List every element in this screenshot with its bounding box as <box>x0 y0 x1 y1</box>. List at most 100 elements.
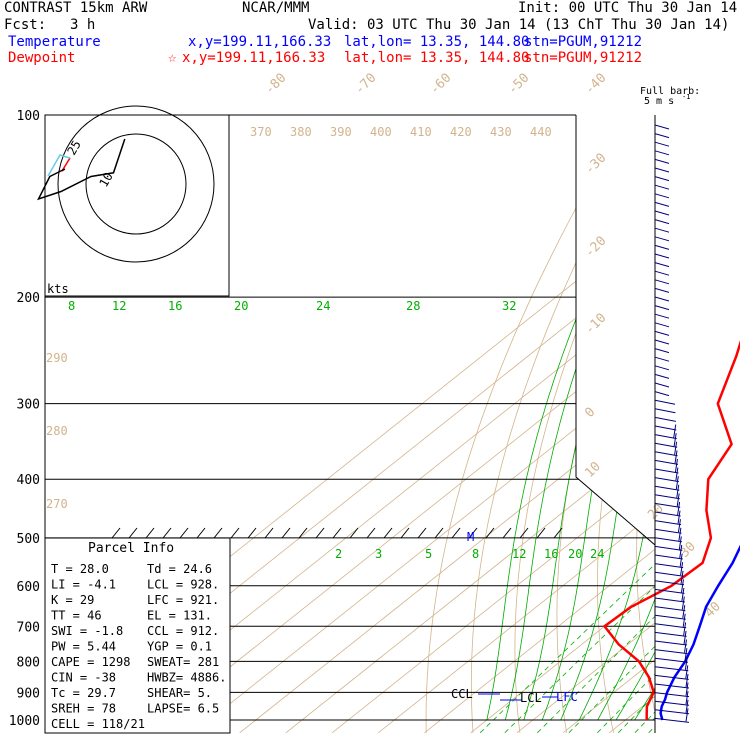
parcel-row-right: EL = 131. <box>147 609 212 623</box>
theta-label: 280 <box>46 424 68 438</box>
wind-barb <box>654 150 670 156</box>
wind-barb <box>654 339 670 345</box>
wind-barb <box>654 692 690 698</box>
mixing-ratio-line <box>597 509 655 733</box>
wind-barb <box>654 236 670 242</box>
wind-barb-flag <box>673 433 677 447</box>
hatch-mark <box>349 527 359 539</box>
wind-barb-flag <box>685 691 689 705</box>
dry-adiabat-line <box>470 115 654 733</box>
wind-barb <box>654 666 689 672</box>
hatch-mark <box>400 527 410 539</box>
hatch-mark <box>281 527 291 539</box>
wind-barb-flag <box>678 527 682 541</box>
wind-barb <box>654 244 670 250</box>
wind-barb <box>654 597 685 603</box>
parcel-row-right: LFC = 921. <box>147 593 219 607</box>
hodograph-trace <box>37 138 126 201</box>
isotherm-line <box>562 115 655 733</box>
pressure-tick-label: 1000 <box>9 714 40 729</box>
mixing-ratio-label: 24 <box>590 547 604 561</box>
wind-barb <box>654 520 682 526</box>
wind-barb <box>654 184 670 190</box>
wind-barb <box>654 219 670 225</box>
isotherm-line <box>331 115 655 733</box>
hatch-mark <box>553 527 563 539</box>
mixing-ratio-label: 12 <box>112 299 126 313</box>
dry-adiabat-line <box>636 115 655 733</box>
mixing-ratio-lines <box>479 509 740 733</box>
theta-label: 370 <box>250 125 272 139</box>
parcel-info-frame <box>44 537 231 734</box>
wind-barb-flag <box>681 596 685 610</box>
wind-barb <box>654 305 670 311</box>
wind-barb <box>654 434 677 440</box>
level-markers: ELMCCLLCLLFC <box>451 530 578 705</box>
wind-barb <box>654 580 685 586</box>
moist-adiabat-line <box>578 296 655 721</box>
mixing-ratio-line <box>671 510 740 733</box>
lcl-label: LCL <box>520 691 542 705</box>
wind-barb <box>654 133 670 139</box>
theta-label: 430 <box>490 125 512 139</box>
isotherm-label: 10 <box>582 459 604 481</box>
temperature-xy: x,y=199.11,166.33 <box>188 34 332 50</box>
theta-label: 400 <box>370 125 392 139</box>
wind-barb-flag <box>677 501 681 516</box>
hatch-mark <box>111 527 121 539</box>
isotherm-line <box>424 115 655 733</box>
wind-barb <box>654 408 676 414</box>
dry-adiabat-line <box>556 115 655 733</box>
parcel-row-right: SHEAR= 5. <box>147 686 212 700</box>
pressure-tick-label: 500 <box>17 532 40 547</box>
mixing-ratio-label: 20 <box>568 547 582 561</box>
parcel-row-right: LAPSE= 6.5 <box>147 702 219 716</box>
isotherm-label: -70 <box>352 71 379 98</box>
wind-barb <box>654 451 678 457</box>
parcel-row-left: CAPE = 1298 <box>51 655 130 669</box>
parcel-row-left: PW = 5.44 <box>51 640 116 654</box>
wind-barb <box>654 425 677 431</box>
parcel-row-left: CELL = 118/21 <box>51 717 145 731</box>
parcel-row-left: Tc = 29.7 <box>51 686 116 700</box>
wind-barb <box>654 270 670 276</box>
hatch-mark <box>366 527 376 539</box>
hatch-mark <box>332 527 342 539</box>
mixing-ratio-line <box>479 509 655 733</box>
wind-barb <box>654 700 690 706</box>
isotherm-line <box>655 115 740 733</box>
wind-barb-flag <box>680 570 684 584</box>
pressure-tick-label: 400 <box>17 473 40 488</box>
parcel-row-right: YGP = 0.1 <box>147 640 212 654</box>
wind-barb-flag <box>677 519 681 533</box>
temperature-latlon: lat,lon= 13.35, 144.80 <box>344 34 530 50</box>
model-title: CONTRAST 15km ARW <box>4 0 148 16</box>
wind-barb <box>654 494 680 500</box>
wind-barb-flag <box>676 484 680 498</box>
wind-barb-flag <box>675 476 679 490</box>
wind-barb <box>654 571 684 577</box>
hatch-mark <box>128 527 138 539</box>
forecast-label: Fcst: <box>4 17 47 33</box>
pressure-tick-label: 800 <box>17 655 40 670</box>
wind-barb-flag <box>680 579 684 593</box>
mixing-ratio-label: 2 <box>335 547 342 561</box>
wind-barb <box>654 141 670 147</box>
hatch-mark <box>468 527 478 539</box>
wind-barb <box>654 287 670 293</box>
isotherm-label: -60 <box>427 71 454 98</box>
parcel-row-right: SWEAT= 281 <box>147 655 219 669</box>
wind-barb <box>654 657 688 663</box>
hatch-mark <box>536 527 546 539</box>
hodograph-ring <box>57 105 215 263</box>
mixing-ratio-line <box>568 509 655 733</box>
hatch-mark <box>196 527 206 539</box>
isotherm-line <box>147 115 655 733</box>
star-icon: ☆ <box>168 50 177 66</box>
wind-barb <box>654 201 670 207</box>
wind-barb <box>654 322 670 328</box>
parcel-row-left: K = 29 <box>51 593 94 607</box>
